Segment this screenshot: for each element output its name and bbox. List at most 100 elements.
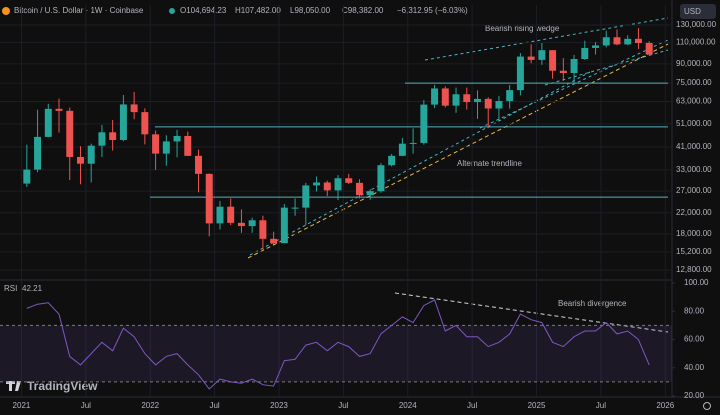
candle-body bbox=[270, 238, 278, 244]
rsi-tick-label: 80.00 bbox=[684, 306, 705, 315]
candle-body bbox=[237, 222, 245, 227]
candle-body bbox=[302, 185, 310, 208]
y-tick-label: 63,000.00 bbox=[676, 97, 712, 106]
candle-body bbox=[259, 220, 267, 239]
candle-body bbox=[162, 141, 170, 154]
change-value: −6,312.95 (−6.03%) bbox=[397, 6, 468, 15]
candle-body bbox=[527, 56, 535, 60]
candle-body bbox=[484, 98, 492, 109]
ohlc-value: C98,382.00 bbox=[342, 6, 384, 15]
x-tick-label: Jul bbox=[81, 401, 91, 410]
rsi-tick-label: 20.00 bbox=[684, 391, 705, 400]
y-tick-label: 110,000.00 bbox=[676, 38, 716, 47]
y-tick-label: 22,000.00 bbox=[676, 208, 712, 217]
annotation: Bearish rising wedge bbox=[485, 24, 560, 33]
y-tick-label: 12,800.00 bbox=[676, 265, 712, 274]
candle-body bbox=[323, 182, 331, 191]
candle-body bbox=[624, 38, 632, 45]
candle-body bbox=[152, 134, 160, 154]
currency-button[interactable] bbox=[680, 4, 716, 19]
candle-body bbox=[538, 50, 546, 60]
ohlc-value: L98,050.00 bbox=[290, 6, 331, 15]
candle-body bbox=[634, 38, 642, 44]
candle-body bbox=[431, 88, 439, 105]
x-tick-label: 2021 bbox=[13, 401, 31, 410]
candle-body bbox=[55, 108, 63, 111]
x-tick-label: Jul bbox=[209, 401, 219, 410]
y-tick-label: 90,000.00 bbox=[676, 59, 712, 68]
candle-body bbox=[334, 178, 342, 191]
y-tick-label: 41,000.00 bbox=[676, 142, 712, 151]
candle-body bbox=[345, 178, 353, 183]
currency-label[interactable]: USD bbox=[684, 7, 701, 16]
settings-button[interactable] bbox=[703, 402, 711, 410]
candle-body bbox=[592, 45, 600, 48]
candle-body bbox=[34, 136, 42, 170]
brand-logo bbox=[6, 381, 21, 391]
y-tick-label: 51,000.00 bbox=[676, 119, 712, 128]
candle-body bbox=[474, 98, 481, 103]
y-tick-label: 27,000.00 bbox=[676, 186, 712, 195]
rsi-line bbox=[26, 299, 650, 390]
candle-body bbox=[173, 135, 181, 142]
x-tick-label: 2024 bbox=[399, 401, 417, 410]
candle-body bbox=[109, 132, 117, 140]
candle-body bbox=[130, 104, 138, 113]
y-tick-label: 75,000.00 bbox=[676, 78, 712, 87]
candle-body bbox=[76, 156, 84, 164]
candle-body bbox=[409, 142, 417, 144]
ohlc-value: H107,482.00 bbox=[235, 6, 281, 15]
candle-body bbox=[291, 207, 299, 209]
rsi-value: 42.21 bbox=[22, 284, 43, 293]
candle-body bbox=[495, 101, 503, 109]
candle-body bbox=[388, 155, 396, 166]
status-dot bbox=[169, 8, 175, 14]
candle-body bbox=[44, 108, 52, 137]
candle-body bbox=[280, 207, 288, 244]
rsi-tick-label: 60.00 bbox=[684, 335, 705, 344]
candle-body bbox=[205, 173, 213, 224]
candle-body bbox=[98, 132, 106, 146]
y-tick-label: 33,000.00 bbox=[676, 165, 712, 174]
x-tick-label: 2022 bbox=[141, 401, 159, 410]
divergence-line bbox=[394, 292, 669, 333]
y-tick-label: 130,000.00 bbox=[676, 20, 717, 29]
candle-body bbox=[355, 182, 363, 196]
candle-body bbox=[23, 169, 31, 184]
trendline bbox=[247, 43, 669, 259]
candle-body bbox=[398, 143, 406, 156]
brand-name: TradingView bbox=[27, 379, 98, 393]
candle-body bbox=[463, 94, 471, 103]
candle-body bbox=[420, 104, 428, 143]
rsi-band bbox=[0, 325, 672, 382]
y-tick-label: 18,000.00 bbox=[676, 229, 712, 238]
candle-body bbox=[613, 37, 621, 45]
candle-body bbox=[377, 165, 385, 192]
candle-body bbox=[570, 59, 578, 74]
x-tick-label: Jul bbox=[596, 401, 606, 410]
candle-body bbox=[141, 112, 149, 135]
candle-body bbox=[87, 145, 95, 164]
candle-body bbox=[581, 47, 589, 60]
y-tick-label: 15,200.00 bbox=[676, 247, 712, 256]
ohlc-value: O104,694.23 bbox=[180, 6, 227, 15]
candle-body bbox=[248, 220, 256, 227]
annotation: Alternate trendline bbox=[457, 159, 522, 168]
rsi-tick-label: 100.00 bbox=[684, 278, 709, 287]
candle-body bbox=[216, 206, 224, 224]
trendline bbox=[479, 39, 669, 129]
annotation: Bearish divergence bbox=[558, 299, 627, 308]
candle-body bbox=[227, 206, 235, 223]
candle-body bbox=[452, 94, 460, 106]
x-tick-label: Jul bbox=[467, 401, 477, 410]
candle-body bbox=[516, 56, 524, 91]
candle-body bbox=[184, 135, 192, 156]
candle-body bbox=[645, 43, 653, 55]
chart-title: Bitcoin / U.S. Dollar · 1W · Coinbase bbox=[14, 6, 144, 15]
x-tick-label: 2025 bbox=[528, 401, 546, 410]
symbol-icon bbox=[2, 7, 10, 15]
rsi-name: RSI bbox=[4, 284, 17, 293]
candle-body bbox=[559, 70, 567, 74]
candle-body bbox=[366, 191, 374, 196]
